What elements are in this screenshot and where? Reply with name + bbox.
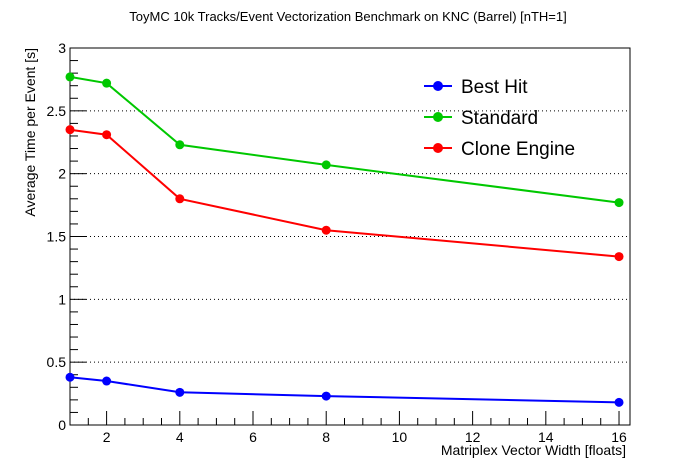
- x-tick-label: 10: [392, 429, 408, 445]
- data-point: [102, 376, 112, 386]
- data-point: [175, 387, 185, 397]
- data-point: [321, 225, 331, 235]
- y-tick-label: 1.5: [47, 229, 67, 245]
- x-tick-label: 4: [176, 429, 184, 445]
- data-point: [614, 198, 624, 208]
- data-point: [65, 372, 75, 382]
- legend-marker-2: [433, 143, 443, 153]
- legend-label-1: Standard: [461, 108, 538, 129]
- data-point: [614, 252, 624, 262]
- y-tick-label: 2.5: [47, 103, 67, 119]
- data-point: [175, 194, 185, 204]
- chart-title: ToyMC 10k Tracks/Event Vectorization Ben…: [129, 9, 566, 24]
- data-point: [102, 130, 112, 140]
- y-tick-label: 3: [58, 40, 66, 56]
- data-point: [65, 125, 75, 135]
- x-tick-label: 16: [611, 429, 627, 445]
- x-tick-label: 8: [322, 429, 330, 445]
- y-tick-label: 0.5: [47, 354, 67, 370]
- x-tick-label: 2: [103, 429, 111, 445]
- y-tick-label: 2: [58, 166, 66, 182]
- legend-marker-1: [433, 112, 443, 122]
- y-axis-label: Average Time per Event [s]: [22, 48, 38, 217]
- series-line-0: [69, 376, 620, 404]
- data-point: [65, 72, 75, 82]
- y-tick-label: 1: [58, 291, 66, 307]
- y-tick-label: 0: [58, 417, 66, 433]
- data-point: [102, 78, 112, 88]
- x-tick-label: 12: [465, 429, 481, 445]
- series-layer: [65, 72, 624, 407]
- legend-label-0: Best Hit: [461, 77, 528, 98]
- grid: [70, 110, 630, 363]
- data-point: [614, 397, 624, 407]
- data-point: [321, 160, 331, 170]
- legend-marker-0: [433, 81, 443, 91]
- x-tick-label: 14: [538, 429, 554, 445]
- x-axis-label: Matriplex Vector Width [floats]: [441, 442, 626, 458]
- data-point: [321, 391, 331, 401]
- x-axis: 2 4 6 8 10 12 14 16: [69, 411, 627, 445]
- x-tick-label: 6: [249, 429, 257, 445]
- y-axis: 0 0.5 1 1.5 2 2.5 3: [47, 40, 86, 433]
- legend-label-2: Clone Engine: [461, 139, 575, 160]
- data-point: [175, 140, 185, 150]
- legend: Best Hit Standard Clone Engine: [424, 77, 575, 160]
